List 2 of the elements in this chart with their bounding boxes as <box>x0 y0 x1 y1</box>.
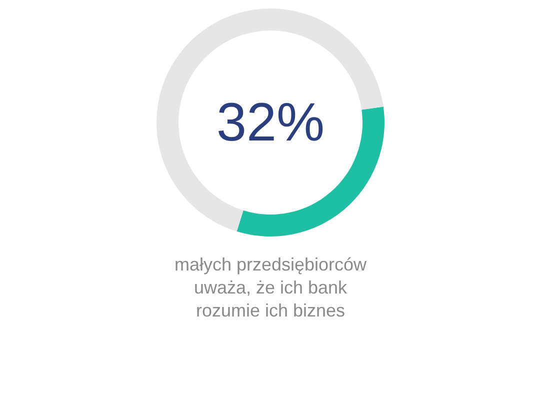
text: małych przedsiębiorców uważa, że ich bank rozumie ich biznes <box>174 254 368 320</box>
text: 32% <box>216 92 325 152</box>
